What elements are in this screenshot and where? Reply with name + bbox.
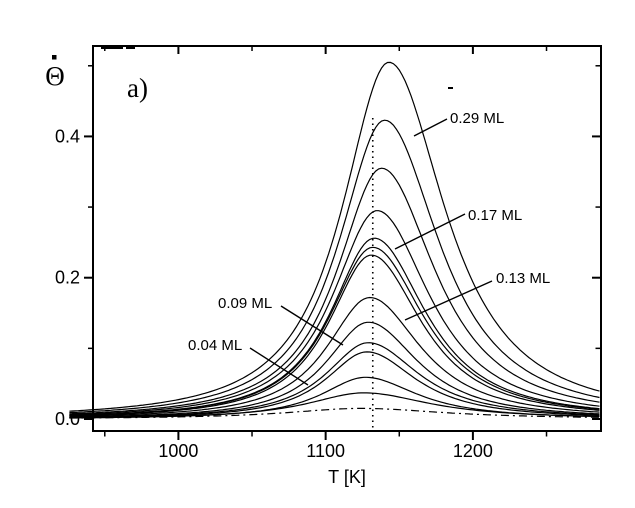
desorption-curve-07	[69, 254, 600, 417]
annotation-leader-line	[280, 305, 344, 346]
coverage-label-0-04-ml: 0.04 ML	[188, 337, 242, 354]
annotation-leader-line	[404, 280, 493, 321]
coverage-label-0-17-ml: 0.17 ML	[468, 207, 522, 224]
coverage-label-0-13-ml: 0.13 ML	[496, 270, 550, 287]
desorption-curve-08	[69, 296, 600, 417]
desorption-curve-13	[69, 392, 600, 419]
desorption-curve-02	[69, 119, 600, 414]
plot-frame	[92, 45, 602, 432]
y-axis-title-theta: Θ	[45, 61, 65, 91]
x-axis-title: T [K]	[328, 467, 366, 487]
y-tick-label-0.4: 0.4	[55, 126, 80, 146]
x-tick-label-1200: 1200	[453, 441, 493, 461]
y-tick-label-0.0: 0.0	[55, 409, 80, 429]
coverage-label-0-09-ml: 0.09 ML	[218, 295, 272, 312]
desorption-curve-09	[69, 321, 600, 418]
panel-label: a)	[127, 73, 148, 103]
desorption-curve-14	[69, 407, 600, 419]
annotation-leader-line	[413, 118, 448, 137]
annotation-leader-line	[249, 347, 309, 386]
x-tick-label-1000: 1000	[158, 441, 198, 461]
y-axis-title-overdot	[52, 55, 57, 60]
desorption-curve-10	[69, 342, 600, 418]
x-tick-label-1100: 1100	[306, 441, 345, 461]
scan-artifact-smudge	[126, 46, 135, 49]
annotation-leader-line	[394, 213, 466, 250]
coverage-label-0-29-ml: 0.29 ML	[450, 110, 504, 127]
y-tick-label-0.2: 0.2	[55, 268, 80, 288]
desorption-curve-04	[69, 210, 600, 416]
scan-artifact-dot	[448, 87, 453, 89]
desorption-curve-01	[69, 61, 600, 412]
desorption-curve-03	[69, 167, 600, 415]
scan-artifact-smudge	[101, 45, 123, 49]
